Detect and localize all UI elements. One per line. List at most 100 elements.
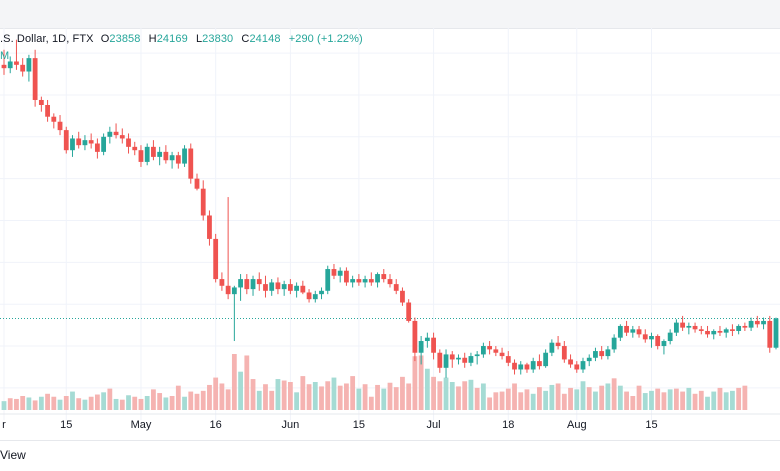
candle-body xyxy=(543,352,549,367)
volume-bar xyxy=(250,379,256,410)
volume-bar xyxy=(568,387,573,410)
chart-pane[interactable]: r 15 May 16 Jun 15 Jul 18 Aug 15 xyxy=(0,28,780,440)
candle-body xyxy=(14,61,19,65)
low-key: L xyxy=(195,33,203,45)
high-value: 24169 xyxy=(156,33,188,45)
candle-body xyxy=(312,294,318,300)
volume-bar xyxy=(580,381,586,410)
candle-body xyxy=(119,135,125,139)
volume-bar xyxy=(70,391,75,410)
volume-bar xyxy=(537,387,542,410)
volume-bar xyxy=(611,378,617,410)
close-key: C xyxy=(241,33,250,45)
volume-bar xyxy=(325,381,331,410)
candle-body xyxy=(599,351,605,357)
volume-bar xyxy=(151,389,156,410)
candle-body xyxy=(107,131,113,137)
volume-bar xyxy=(661,392,667,410)
volume-bar xyxy=(512,383,517,410)
volume-bar xyxy=(26,397,32,410)
candle-body xyxy=(287,284,293,291)
candle-body xyxy=(400,290,405,303)
volume-bar xyxy=(88,396,94,410)
volume-bar xyxy=(337,385,343,410)
candle-body xyxy=(126,138,131,147)
volume-bar xyxy=(356,388,362,410)
candle-body xyxy=(624,325,629,333)
candle-body xyxy=(487,346,493,350)
candle-body xyxy=(673,322,679,333)
volume-bar xyxy=(655,388,661,410)
volume-bar xyxy=(213,377,219,410)
volume-bar xyxy=(487,397,493,410)
candlestick-chart[interactable]: r 15 May 16 Jun 15 Jul 18 Aug 15 xyxy=(0,28,780,440)
candle-body xyxy=(132,146,138,151)
candle-body xyxy=(568,359,573,365)
volume-bar xyxy=(412,356,418,410)
volume-bar xyxy=(493,392,499,410)
candle-body xyxy=(418,341,424,353)
candle-body xyxy=(51,116,57,122)
candle-body xyxy=(667,332,673,342)
volume-legend: M xyxy=(0,50,10,62)
volume-bar xyxy=(505,388,511,410)
candle-body xyxy=(586,357,592,362)
volume-bar xyxy=(14,398,19,410)
candle-body xyxy=(437,352,443,368)
volume-bar xyxy=(76,398,82,410)
candle-body xyxy=(711,330,717,335)
candle-body xyxy=(555,342,561,347)
x-tick-label: 16 xyxy=(210,419,222,431)
volume-bar xyxy=(449,382,455,410)
candle-body xyxy=(443,354,449,368)
volume-bar xyxy=(350,376,356,410)
volume-bar xyxy=(530,393,536,410)
candle-body xyxy=(294,285,300,291)
candle-body xyxy=(549,342,555,353)
volume-bar xyxy=(431,376,436,410)
volume-bar xyxy=(319,386,324,410)
symbol-label: .S. Dollar, 1D, FTX xyxy=(0,33,94,45)
volume-bar xyxy=(586,387,592,410)
candle-body xyxy=(761,320,766,325)
volume-bar xyxy=(368,396,374,410)
candle-body xyxy=(350,279,356,283)
candle-body xyxy=(38,99,44,105)
candle-body xyxy=(337,270,343,276)
volume-bar xyxy=(175,385,181,410)
volume-bar xyxy=(667,389,673,410)
volume-bar xyxy=(200,390,206,410)
volume-bar xyxy=(605,383,611,410)
candle-body xyxy=(163,151,169,161)
volume-bar xyxy=(480,383,486,410)
x-tick-label: 15 xyxy=(645,419,657,431)
volume-bar xyxy=(549,384,555,410)
candle-body xyxy=(344,270,349,283)
candle-body xyxy=(26,58,32,72)
volume-bar xyxy=(157,393,163,410)
view-button[interactable]: View xyxy=(0,448,26,462)
candle-body xyxy=(375,274,380,283)
volume-bar xyxy=(599,385,605,410)
candle-body xyxy=(263,284,268,291)
candle-body xyxy=(655,336,661,347)
volume-bar xyxy=(418,355,424,410)
candle-body xyxy=(381,274,387,280)
candle-body xyxy=(630,329,636,333)
low-value: 23830 xyxy=(202,33,234,45)
candle-body xyxy=(642,334,648,340)
candle-body xyxy=(238,279,243,288)
volume-bar xyxy=(82,399,88,410)
volume-bar xyxy=(132,396,138,410)
candle-body xyxy=(524,364,530,370)
candle-body xyxy=(736,325,742,331)
volume-bar xyxy=(163,397,169,410)
candle-body xyxy=(393,284,399,291)
bottom-toolbar: View xyxy=(0,440,780,471)
volume-bar xyxy=(400,376,405,410)
ohlc-legend: .S. Dollar, 1D, FTX O23858 H24169 L23830… xyxy=(0,33,368,45)
volume-bar xyxy=(642,393,648,410)
volume-bar xyxy=(456,386,461,410)
volume-bar xyxy=(312,382,318,410)
candle-body xyxy=(213,238,219,280)
